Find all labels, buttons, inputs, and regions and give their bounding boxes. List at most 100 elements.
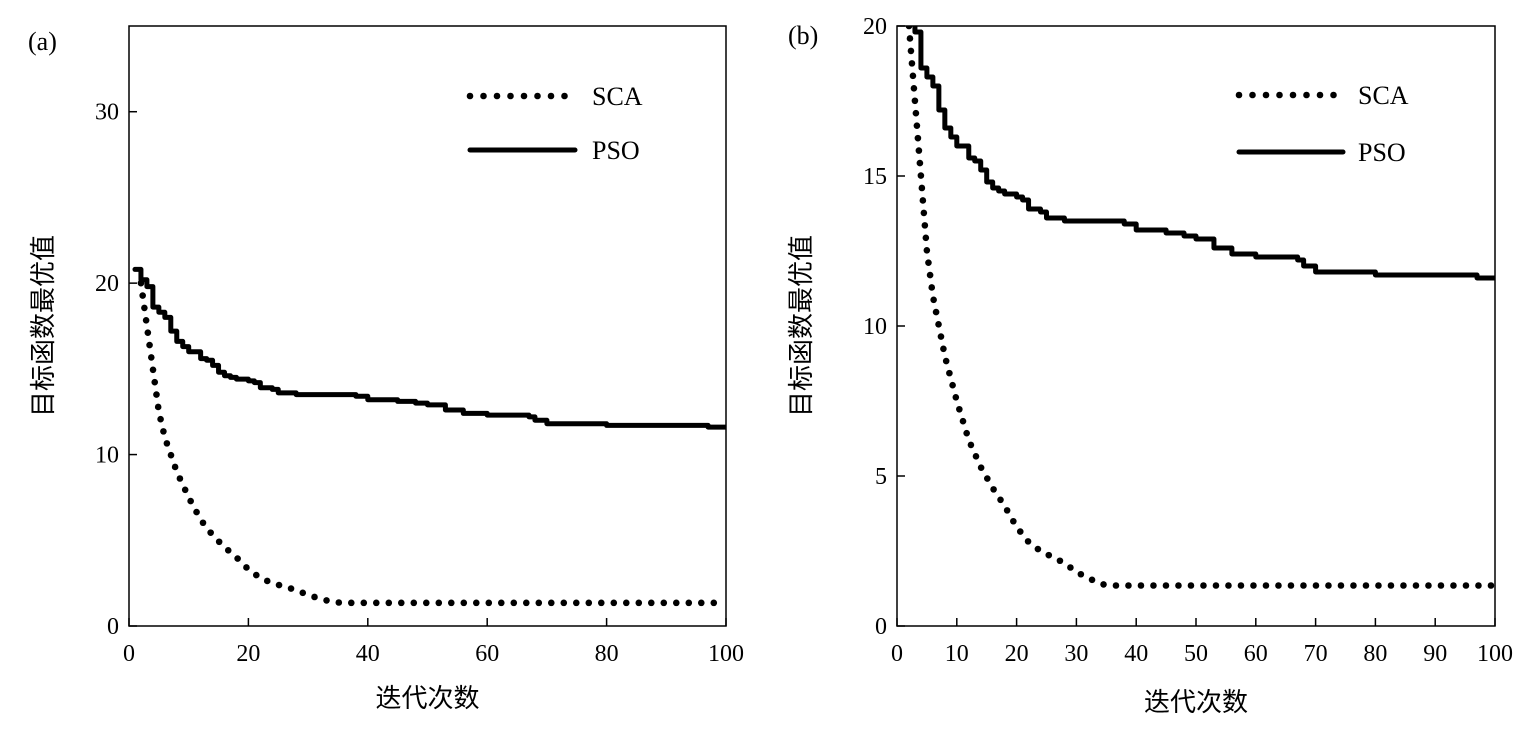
y-tick-label: 10: [95, 443, 119, 469]
legend-sca-marker: [1276, 91, 1283, 99]
x-tick-label: 80: [595, 641, 619, 667]
sca-point: [907, 47, 915, 55]
sca-point: [1200, 582, 1207, 589]
sca-point: [1137, 582, 1145, 589]
sca-point: [952, 393, 960, 401]
sca-point: [1387, 582, 1395, 589]
sca-point: [977, 464, 985, 472]
pso-line: [132, 266, 726, 430]
sca-point: [963, 429, 970, 437]
sca-point: [460, 599, 468, 607]
sca-point: [932, 308, 940, 316]
sca-point: [917, 172, 925, 179]
sca-point: [485, 599, 493, 607]
x-tick-label: 70: [1304, 641, 1328, 667]
sca-point: [234, 555, 241, 562]
x-tick-label: 60: [1244, 641, 1268, 667]
sca-point: [1275, 582, 1282, 589]
sca-point: [263, 577, 271, 585]
legend-sca-marker: [561, 92, 568, 100]
sca-point: [142, 316, 150, 324]
sca-point: [547, 599, 555, 607]
sca-point: [919, 197, 927, 204]
y-tick-label: 15: [863, 164, 887, 190]
sca-point: [914, 134, 922, 142]
sca-point: [921, 222, 929, 229]
sca-point: [187, 497, 194, 505]
sca-point: [1425, 582, 1432, 589]
y-tick-label: 30: [95, 100, 119, 126]
sca-point: [410, 599, 418, 607]
sca-point: [299, 589, 307, 597]
sca-point: [181, 486, 189, 494]
sca-point: [610, 599, 618, 607]
sca-point: [922, 234, 930, 242]
y-tick-label: 5: [875, 464, 887, 490]
sca-point: [923, 246, 931, 254]
legend-label: SCA: [592, 82, 643, 111]
sca-point: [660, 599, 668, 607]
sca-point: [1312, 582, 1320, 589]
sca-point: [287, 585, 295, 592]
x-tick-label: 80: [1363, 641, 1387, 667]
y-tick-label: 10: [863, 314, 887, 340]
legend-sca-marker: [547, 92, 555, 100]
legend-sca-marker: [1316, 91, 1324, 99]
pso-line: [912, 26, 1495, 281]
sca-point: [905, 26, 913, 30]
legend-sca-marker: [1330, 91, 1337, 99]
sca-point: [224, 547, 232, 554]
x-tick-label: 20: [1005, 641, 1029, 667]
sca-point: [147, 354, 155, 361]
sca-point: [347, 599, 355, 607]
sca-point: [1056, 557, 1064, 565]
sca-point: [1024, 538, 1032, 545]
sca-point: [1112, 582, 1120, 589]
x-tick-label: 100: [708, 641, 744, 667]
sca-point: [275, 581, 283, 589]
x-tick-label: 90: [1423, 641, 1447, 667]
sca-point: [1350, 582, 1357, 589]
x-tick-label: 0: [891, 641, 903, 667]
sca-point: [447, 599, 455, 607]
x-tick-label: 50: [1184, 641, 1208, 667]
sca-point: [1088, 576, 1096, 584]
legend-sca-marker: [507, 92, 514, 100]
sca-point: [585, 599, 593, 607]
sca-point: [1462, 582, 1470, 589]
sca-point: [915, 147, 923, 154]
sca-point: [949, 381, 956, 389]
sca-point: [906, 35, 914, 42]
sca-point: [997, 496, 1004, 504]
sca-point: [171, 463, 179, 471]
sca-point: [930, 296, 937, 304]
sca-point: [372, 599, 380, 607]
sca-point: [144, 329, 152, 336]
sca-point: [141, 304, 148, 312]
x-tick-label: 40: [1124, 641, 1148, 667]
sca-point: [360, 599, 368, 607]
sca-point: [1010, 517, 1017, 525]
sca-point: [710, 599, 718, 607]
sca-point: [1225, 582, 1232, 589]
sca-point: [925, 259, 932, 266]
sca-point: [984, 475, 991, 482]
sca-point: [1412, 582, 1420, 589]
sca-point: [916, 159, 924, 167]
legend-label: SCA: [1358, 81, 1409, 110]
sca-point: [946, 369, 953, 377]
chart-panel-b: 0 10 20 30 40 50 60 70 80 90 100 0 5 10 15 20 (b) 迭代次数 目标函…: [770, 0, 1535, 752]
sca-point: [940, 345, 947, 353]
sca-point: [1187, 582, 1195, 589]
x-tick-label: 20: [236, 641, 260, 667]
sca-point: [385, 599, 393, 607]
sca-point: [1337, 582, 1345, 589]
sca-point: [253, 571, 260, 579]
sca-point: [1237, 582, 1245, 589]
sca-point: [149, 366, 157, 374]
legend-sca-marker: [480, 92, 487, 100]
sca-point: [497, 599, 505, 607]
sca-point: [926, 271, 934, 279]
sca-point: [1212, 582, 1220, 589]
sca-point: [1250, 582, 1257, 589]
